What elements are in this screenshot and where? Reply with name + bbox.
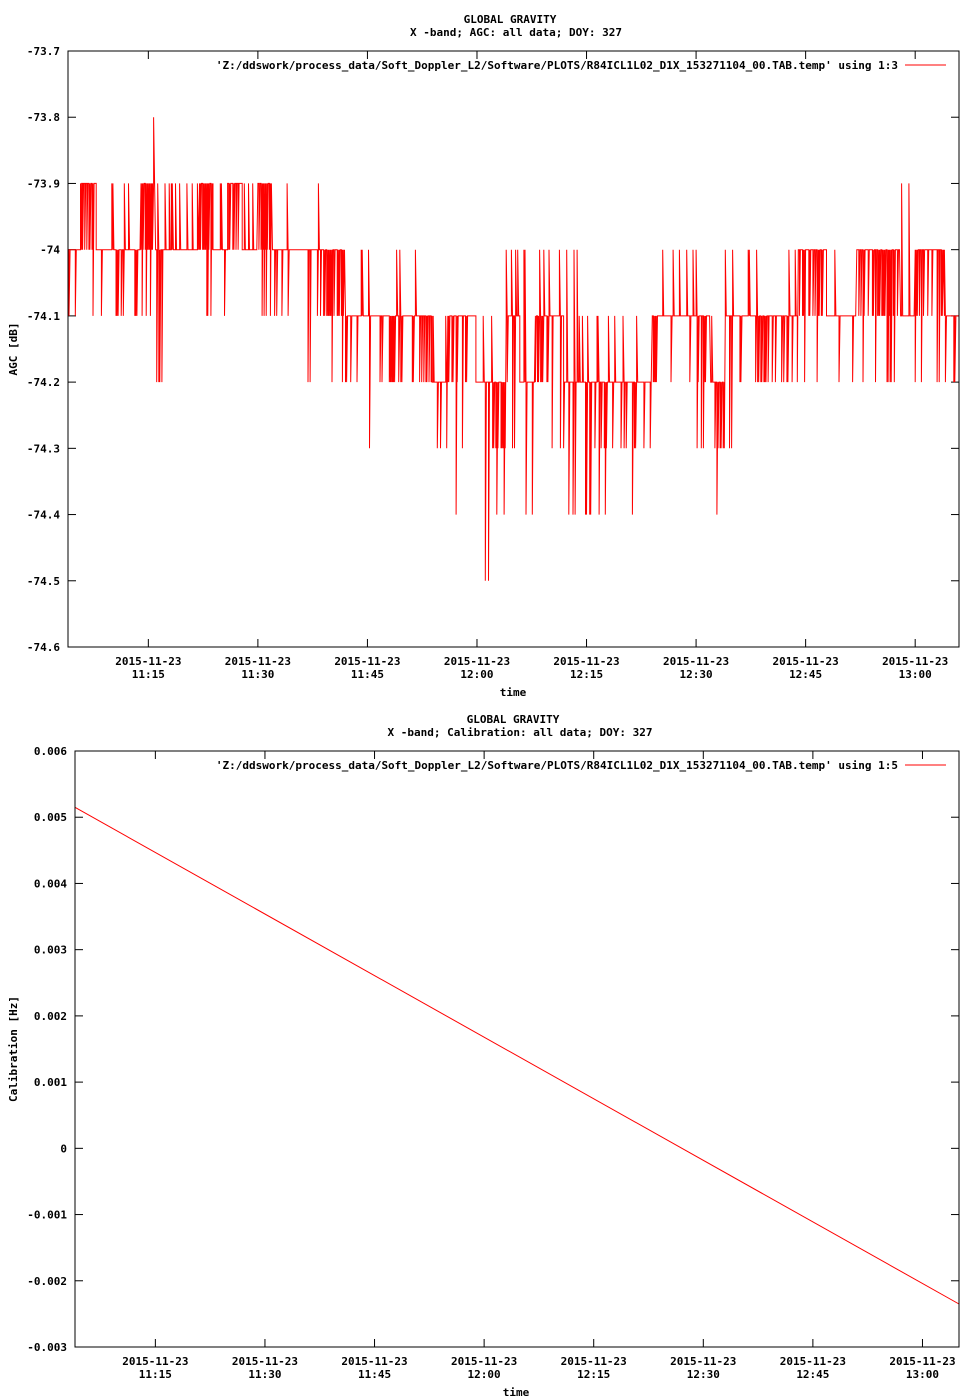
plot1-y-label: AGC [dB] bbox=[7, 323, 20, 376]
plot2-xtick-time: 13:00 bbox=[906, 1368, 939, 1381]
plot2-xtick-time: 12:00 bbox=[468, 1368, 501, 1381]
plot1-xtick-time: 12:30 bbox=[680, 668, 713, 681]
plot2-ytick-label: 0.005 bbox=[34, 811, 67, 824]
plot2-series bbox=[74, 806, 960, 1305]
plot2-subtitle: X -band; Calibration: all data; DOY: 327 bbox=[388, 726, 653, 739]
plot2-ytick-label: 0.006 bbox=[34, 745, 67, 758]
plot1-xtick-time: 11:30 bbox=[241, 668, 274, 681]
plot2-xtick-time: 11:45 bbox=[358, 1368, 391, 1381]
plot1-ytick-label: -73.7 bbox=[27, 45, 60, 58]
plot1-ytick-label: -74.3 bbox=[27, 442, 60, 455]
plot2-ytick-label: -0.002 bbox=[27, 1275, 67, 1288]
plot2-ytick-label: -0.003 bbox=[27, 1341, 67, 1354]
plot2-xtick-date: 2015-11-23 bbox=[451, 1355, 517, 1368]
plot1-xtick-time: 11:15 bbox=[132, 668, 165, 681]
plot2-xtick-time: 11:15 bbox=[139, 1368, 172, 1381]
agc-plot: GLOBAL GRAVITY X -band; AGC: all data; D… bbox=[7, 13, 960, 699]
plot1-xtick-date: 2015-11-23 bbox=[115, 655, 181, 668]
plot2-xtick-time: 12:45 bbox=[796, 1368, 829, 1381]
plot1-legend-label: 'Z:/ddswork/process_data/Soft_Doppler_L2… bbox=[216, 59, 898, 72]
plot1-ytick-label: -74.2 bbox=[27, 376, 60, 389]
plot1-ytick-label: -73.9 bbox=[27, 177, 60, 190]
plot1-xtick-time: 13:00 bbox=[899, 668, 932, 681]
plot2-frame bbox=[74, 750, 960, 1348]
plot1-xtick-date: 2015-11-23 bbox=[444, 655, 510, 668]
plot1-xtick-time: 12:45 bbox=[789, 668, 822, 681]
plot2-ticks: 0.006 0.005 0.004 0.003 0.002 0.001 0 -0.001 -0.… bbox=[27, 745, 959, 1381]
plot2-xtick-time: 12:15 bbox=[577, 1368, 610, 1381]
plot2-xtick-date: 2015-11-23 bbox=[561, 1355, 627, 1368]
plot1-series-line bbox=[68, 117, 960, 581]
plot2-title: GLOBAL GRAVITY bbox=[467, 713, 560, 726]
plot2-xtick-date: 2015-11-23 bbox=[341, 1355, 407, 1368]
plot1-ytick-label: -74.4 bbox=[27, 509, 60, 522]
plot1-ytick-label: -74.1 bbox=[27, 310, 60, 323]
plot2-y-label: Calibration [Hz] bbox=[7, 996, 20, 1102]
plot2-x-label: time bbox=[503, 1386, 530, 1399]
plot1-ytick-label: -74.6 bbox=[27, 641, 60, 654]
plot1-series bbox=[68, 117, 960, 581]
plot2-series-line bbox=[74, 806, 960, 1305]
plot1-xtick-time: 12:00 bbox=[460, 668, 493, 681]
plot1-xtick-time: 12:15 bbox=[570, 668, 603, 681]
plot2-ytick-label: 0.003 bbox=[34, 944, 67, 957]
plot2-xtick-date: 2015-11-23 bbox=[889, 1355, 955, 1368]
plot2-xtick-date: 2015-11-23 bbox=[780, 1355, 846, 1368]
calibration-plot: GLOBAL GRAVITY X -band; Calibration: all… bbox=[7, 713, 960, 1399]
plot1-ytick-label: -74.5 bbox=[27, 575, 60, 588]
plot2-xtick-time: 12:30 bbox=[687, 1368, 720, 1381]
plot2-xtick-date: 2015-11-23 bbox=[232, 1355, 298, 1368]
plot1-ticks: -73.7 -73.8 -73.9 -74 -74.1 -74.2 -74.3 -74.4 -7… bbox=[27, 45, 959, 681]
plot1-ytick-label: -73.8 bbox=[27, 111, 60, 124]
plot2-ytick-label: -0.001 bbox=[27, 1209, 67, 1222]
plot2-ytick-label: 0.001 bbox=[34, 1076, 67, 1089]
plot2-legend-label: 'Z:/ddswork/process_data/Soft_Doppler_L2… bbox=[216, 759, 898, 772]
plot1-frame bbox=[67, 50, 960, 648]
plot1-xtick-date: 2015-11-23 bbox=[334, 655, 400, 668]
plot2-xtick-date: 2015-11-23 bbox=[670, 1355, 736, 1368]
plot1-xtick-date: 2015-11-23 bbox=[882, 655, 948, 668]
plot1-xtick-date: 2015-11-23 bbox=[553, 655, 619, 668]
plot2-xtick-time: 11:30 bbox=[248, 1368, 281, 1381]
plot1-ytick-label: -74 bbox=[40, 244, 60, 257]
plot2-ytick-label: 0 bbox=[60, 1142, 67, 1155]
plot2-xtick-date: 2015-11-23 bbox=[122, 1355, 188, 1368]
plot2-ytick-label: 0.004 bbox=[34, 877, 67, 890]
plot1-xtick-date: 2015-11-23 bbox=[663, 655, 729, 668]
plot1-title: GLOBAL GRAVITY bbox=[464, 13, 557, 26]
plot1-x-label: time bbox=[500, 686, 527, 699]
plot1-subtitle: X -band; AGC: all data; DOY: 327 bbox=[410, 26, 622, 39]
plot1-xtick-time: 11:45 bbox=[351, 668, 384, 681]
plot1-xtick-date: 2015-11-23 bbox=[225, 655, 291, 668]
plot1-xtick-date: 2015-11-23 bbox=[773, 655, 839, 668]
plot2-ytick-label: 0.002 bbox=[34, 1010, 67, 1023]
